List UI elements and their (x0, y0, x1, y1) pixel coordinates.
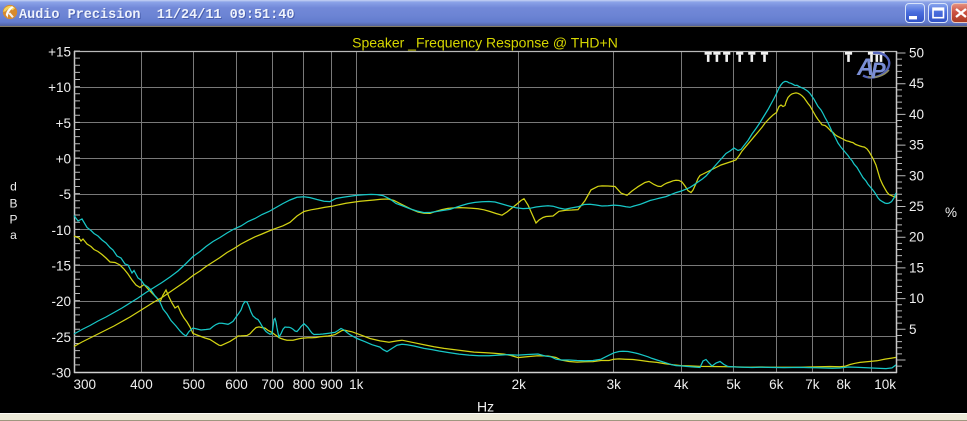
svg-text:P: P (9, 213, 17, 227)
svg-text:A: A (856, 54, 874, 81)
svg-text:+0: +0 (56, 152, 71, 167)
svg-text:a: a (10, 228, 17, 242)
svg-text:45: 45 (909, 76, 924, 91)
svg-text:25: 25 (909, 199, 924, 214)
svg-text:5k: 5k (726, 377, 741, 392)
svg-text:600: 600 (225, 377, 248, 392)
svg-text:-20: -20 (51, 294, 71, 309)
svg-text:800: 800 (293, 377, 316, 392)
svg-text:50: 50 (909, 46, 924, 61)
svg-text:-15: -15 (51, 259, 71, 274)
svg-text:300: 300 (74, 377, 97, 392)
svg-text:+10: +10 (48, 80, 71, 95)
svg-text:3k: 3k (607, 377, 622, 392)
svg-text:-30: -30 (51, 366, 71, 381)
svg-text:30: 30 (909, 168, 924, 183)
svg-text:d: d (10, 180, 17, 194)
svg-text:20: 20 (909, 230, 924, 245)
svg-text:1k: 1k (349, 377, 364, 392)
svg-text:Speaker _Frequency Response @: Speaker _Frequency Response @ THD+N (352, 35, 618, 51)
svg-text:%: % (945, 205, 957, 220)
svg-text:B: B (9, 197, 17, 211)
svg-text:+15: +15 (48, 45, 71, 60)
svg-text:40: 40 (909, 107, 924, 122)
svg-text:900: 900 (320, 377, 343, 392)
svg-text:5: 5 (909, 322, 917, 337)
svg-text:2k: 2k (512, 377, 527, 392)
svg-text:15: 15 (909, 260, 924, 275)
svg-text:6k: 6k (769, 377, 784, 392)
svg-text:4k: 4k (674, 377, 689, 392)
svg-text:Hz: Hz (477, 399, 494, 415)
svg-text:35: 35 (909, 138, 924, 153)
svg-text:-5: -5 (59, 187, 71, 202)
svg-text:P: P (871, 58, 886, 83)
svg-text:-25: -25 (51, 330, 71, 345)
svg-text:700: 700 (261, 377, 284, 392)
svg-text:8k: 8k (837, 377, 852, 392)
svg-text:+5: +5 (56, 116, 71, 131)
svg-text:10: 10 (909, 291, 924, 306)
svg-text:-10: -10 (51, 223, 71, 238)
svg-text:500: 500 (182, 377, 205, 392)
svg-text:10k: 10k (874, 377, 896, 392)
svg-text:7k: 7k (805, 377, 820, 392)
svg-text:400: 400 (130, 377, 153, 392)
